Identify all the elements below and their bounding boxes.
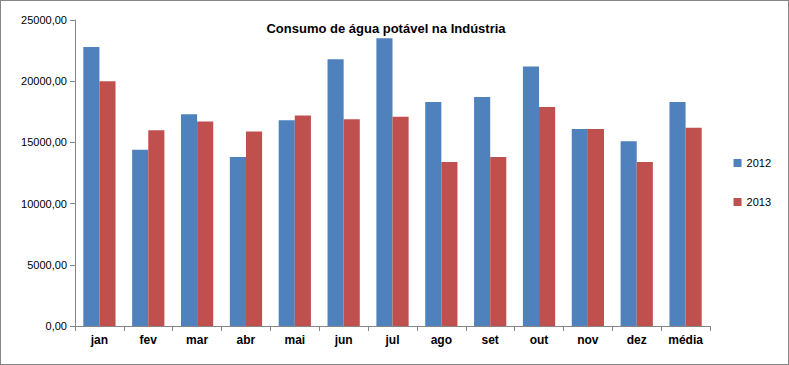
svg-text:0,00: 0,00 [46, 320, 67, 332]
svg-text:jun: jun [334, 333, 353, 347]
svg-text:jan: jan [90, 333, 108, 347]
svg-text:15000,00: 15000,00 [21, 136, 67, 148]
svg-text:nov: nov [577, 333, 599, 347]
svg-text:set: set [482, 333, 499, 347]
svg-text:mai: mai [284, 333, 305, 347]
svg-text:out: out [530, 333, 549, 347]
svg-text:2013: 2013 [747, 196, 771, 208]
svg-text:dez: dez [627, 333, 647, 347]
svg-text:mar: mar [186, 333, 208, 347]
svg-text:fev: fev [140, 333, 158, 347]
svg-text:25000,00: 25000,00 [21, 14, 67, 26]
svg-text:Consumo de água potável na Ind: Consumo de água potável na Indústria [266, 21, 506, 36]
svg-text:ago: ago [431, 333, 452, 347]
svg-text:20000,00: 20000,00 [21, 75, 67, 87]
svg-text:5000,00: 5000,00 [27, 259, 67, 271]
svg-text:2012: 2012 [747, 157, 771, 169]
svg-text:abr: abr [237, 333, 256, 347]
svg-text:10000,00: 10000,00 [21, 198, 67, 210]
svg-text:jul: jul [385, 333, 400, 347]
svg-text:média: média [668, 333, 703, 347]
